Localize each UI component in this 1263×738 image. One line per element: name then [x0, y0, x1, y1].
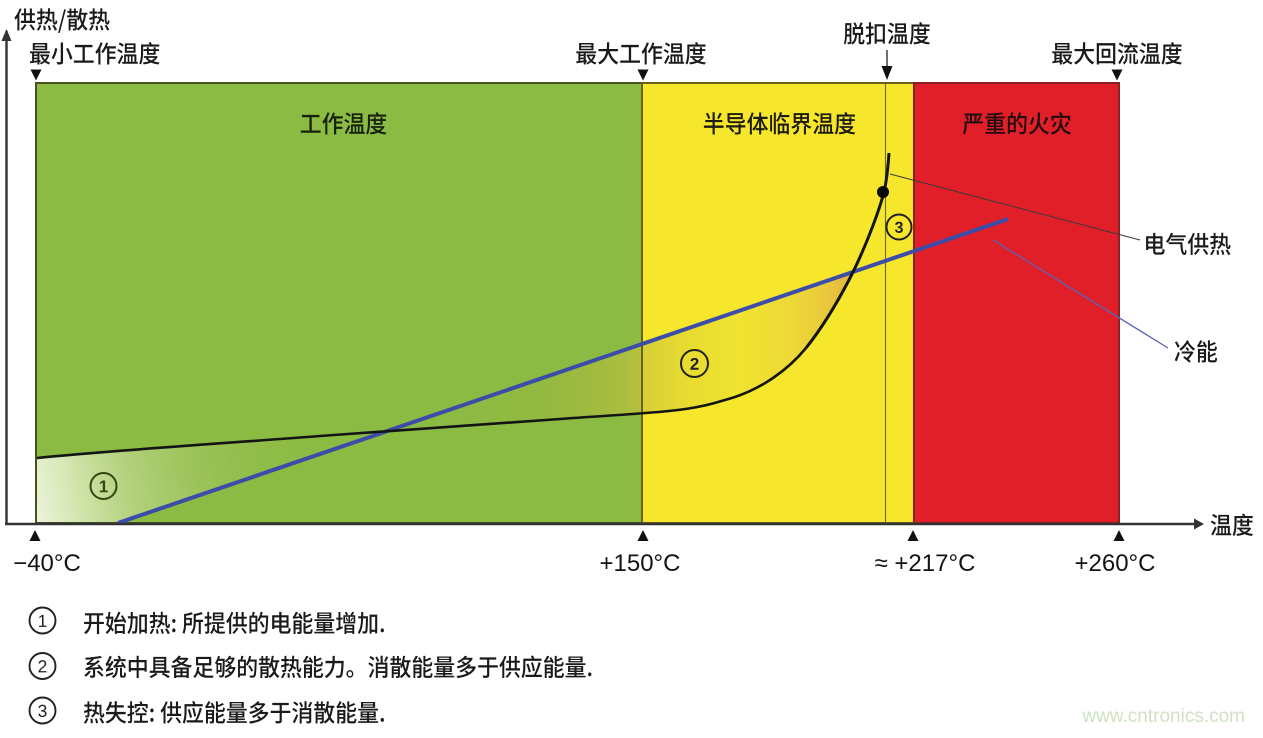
svg-text:−40°C: −40°C	[13, 550, 81, 577]
svg-text:www.cntronics.com: www.cntronics.com	[1081, 706, 1245, 727]
svg-text:≈ +217°C: ≈ +217°C	[875, 550, 976, 577]
svg-text:+150°C: +150°C	[600, 550, 681, 577]
svg-text:+260°C: +260°C	[1075, 550, 1156, 577]
